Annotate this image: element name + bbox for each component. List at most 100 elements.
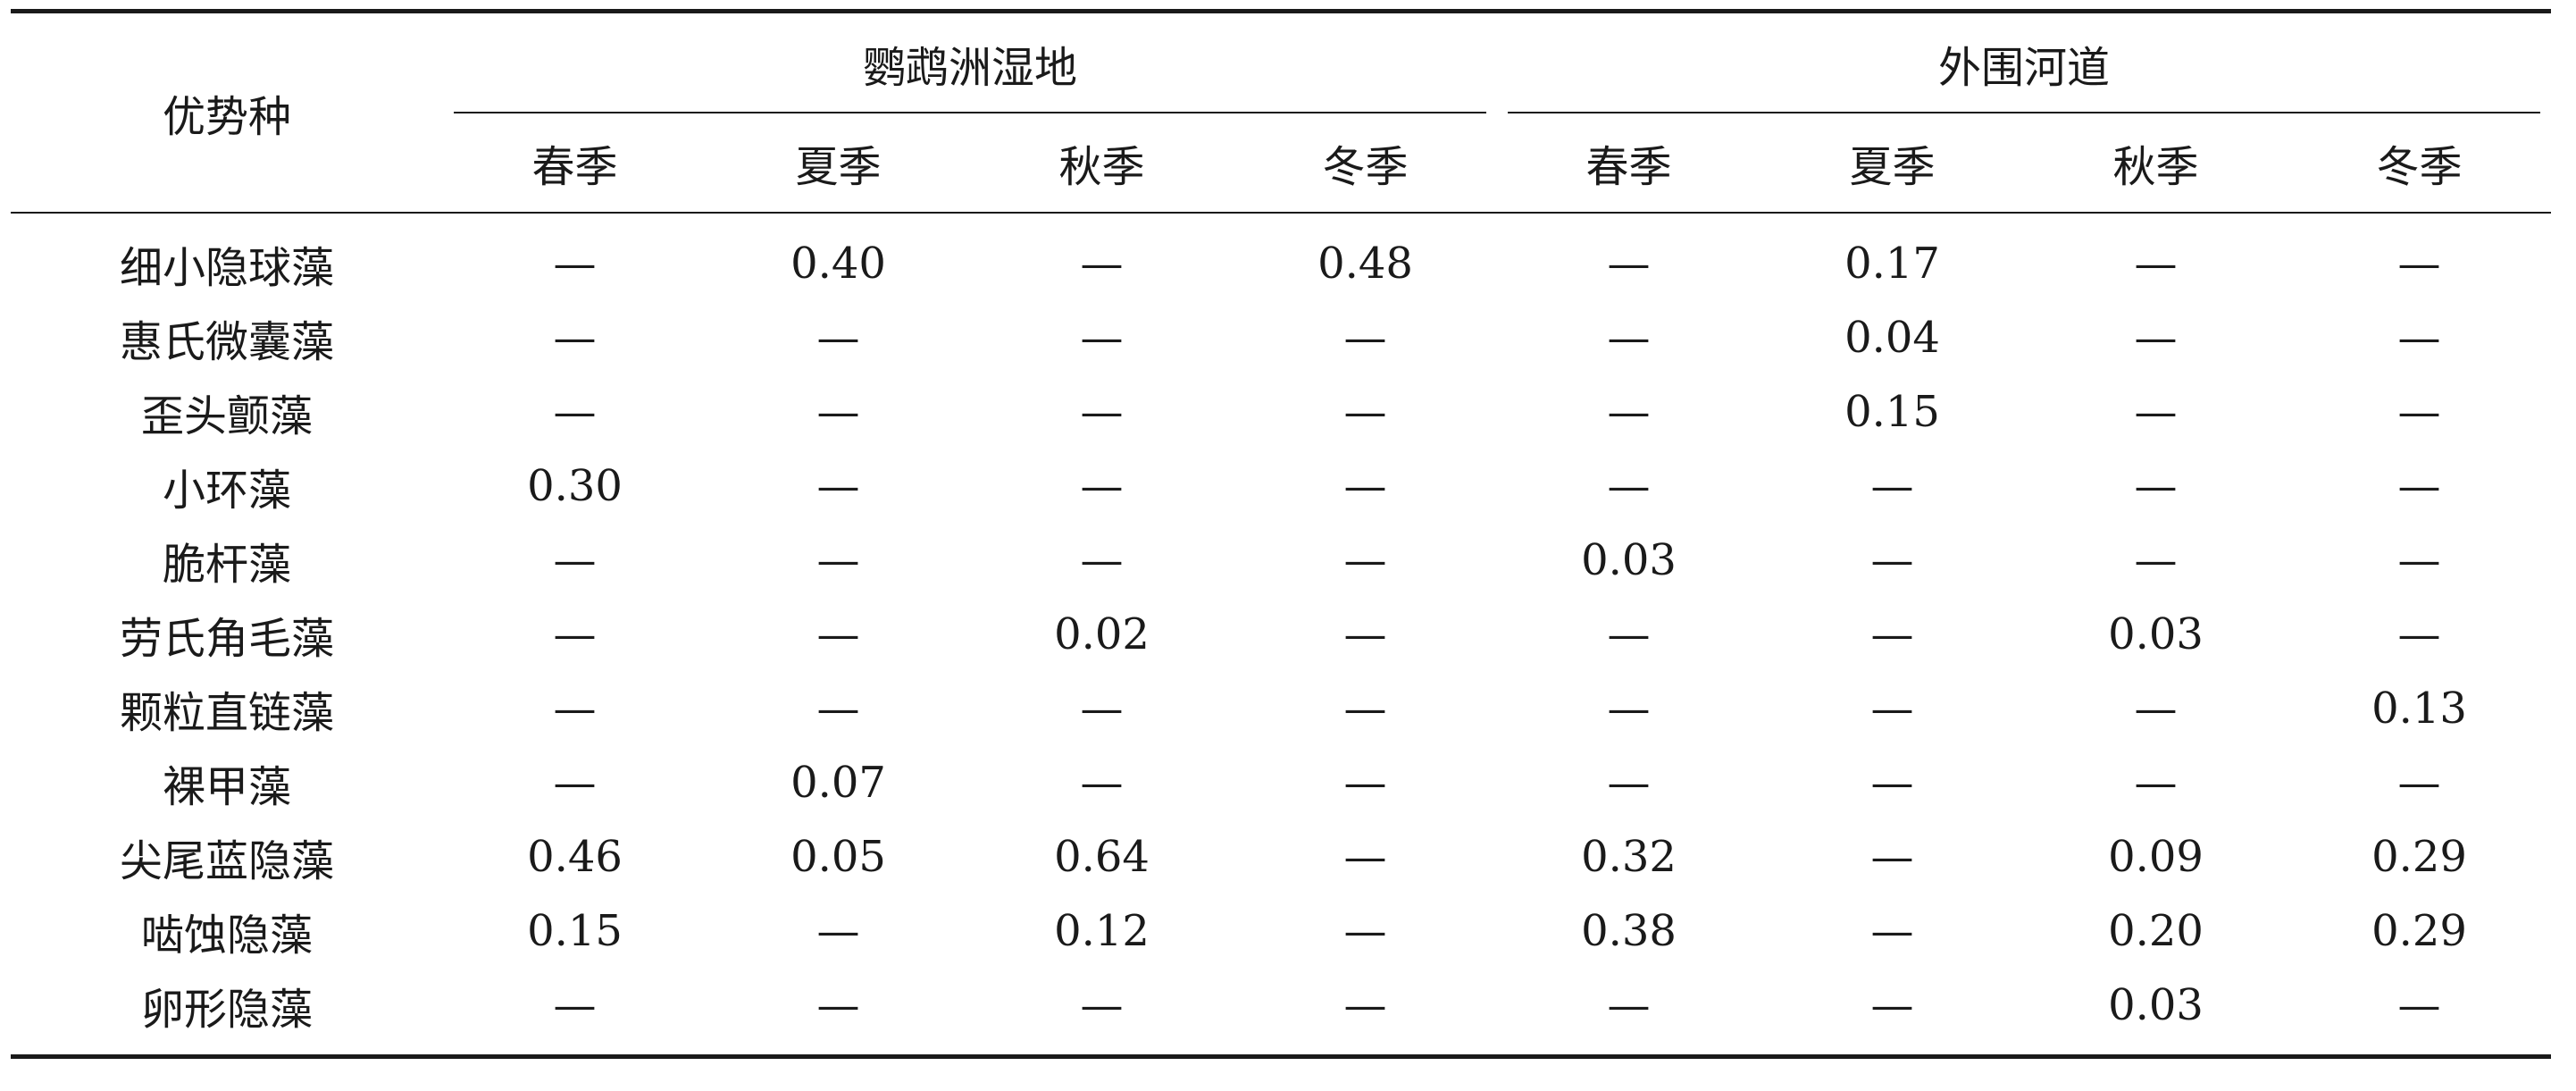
value-cell: — xyxy=(1870,534,1914,585)
value-cell: — xyxy=(1870,683,1914,734)
table-row: 细小隐球藻 — 0.40 — 0.48 — 0.17 — — xyxy=(11,226,2551,300)
season-header: 秋季 xyxy=(1058,142,1145,192)
value-cell: — xyxy=(553,312,597,363)
value-cell: — xyxy=(1080,979,1124,1030)
header-group-row: 优势种 鹦鹉洲湿地 外围河道 xyxy=(11,11,2552,142)
value-cell: — xyxy=(2397,238,2441,289)
value-cell: — xyxy=(1607,238,1651,289)
value-cell: 0.29 xyxy=(2371,905,2467,956)
value-cell: — xyxy=(1080,683,1124,734)
table-row: 啮蚀隐藻 0.15 — 0.12 — 0.38 — 0.20 0.29 xyxy=(11,894,2551,968)
value-cell: — xyxy=(1080,757,1124,808)
value-cell: — xyxy=(1607,460,1651,511)
table-row: 颗粒直链藻 — — — — — — — 0.13 xyxy=(11,671,2551,745)
season-header: 夏季 xyxy=(1849,142,1936,192)
value-cell: — xyxy=(1343,460,1387,511)
value-cell: — xyxy=(1343,312,1387,363)
value-cell: — xyxy=(816,683,860,734)
value-cell: — xyxy=(553,386,597,437)
season-header: 冬季 xyxy=(1322,142,1409,192)
value-cell: 0.17 xyxy=(1844,238,1940,289)
value-cell: — xyxy=(1080,460,1124,511)
species-name: 裸甲藻 xyxy=(162,761,291,812)
value-cell: — xyxy=(1343,905,1387,956)
species-name: 细小隐球藻 xyxy=(119,242,334,293)
value-cell: — xyxy=(1870,460,1914,511)
value-cell: 0.07 xyxy=(790,757,886,808)
value-cell: — xyxy=(2397,386,2441,437)
value-cell: — xyxy=(1870,905,1914,956)
value-cell: 0.48 xyxy=(1317,238,1413,289)
season-header: 秋季 xyxy=(2112,142,2199,192)
value-cell: 0.20 xyxy=(2108,905,2204,956)
header-species: 优势种 xyxy=(162,92,291,142)
value-cell: — xyxy=(2134,757,2178,808)
value-cell: 0.09 xyxy=(2108,831,2204,882)
value-cell: — xyxy=(1607,312,1651,363)
value-cell: — xyxy=(816,312,860,363)
value-cell: — xyxy=(553,534,597,585)
header-season-row: 春季 夏季 秋季 冬季 春季 夏季 秋季 冬季 xyxy=(11,113,2552,213)
value-cell: — xyxy=(2134,312,2178,363)
season-header: 春季 xyxy=(531,142,618,192)
table-row: 歪头颤藻 — — — — — 0.15 — — xyxy=(11,374,2551,449)
dominant-species-table: 优势种 鹦鹉洲湿地 外围河道 春季 夏季 秋季 冬季 春季 夏季 秋季 冬季 xyxy=(11,9,2552,1059)
value-cell: — xyxy=(1870,831,1914,882)
value-cell: — xyxy=(2134,683,2178,734)
group-header-river: 外围河道 xyxy=(1497,12,2551,113)
value-cell: — xyxy=(2397,979,2441,1030)
value-cell: — xyxy=(2397,608,2441,659)
value-cell: — xyxy=(1080,386,1124,437)
species-name: 颗粒直链藻 xyxy=(119,687,334,738)
species-name: 啮蚀隐藻 xyxy=(140,910,313,961)
value-cell: 0.03 xyxy=(2108,608,2204,659)
value-cell: — xyxy=(1607,683,1651,734)
species-name: 劳氏角毛藻 xyxy=(119,613,334,664)
value-cell: 0.12 xyxy=(1054,905,1150,956)
value-cell: 0.64 xyxy=(1054,831,1150,882)
group-underline xyxy=(1508,112,2541,113)
value-cell: — xyxy=(1343,683,1387,734)
value-cell: 0.15 xyxy=(527,905,623,956)
value-cell: 0.15 xyxy=(1844,386,1940,437)
value-cell: — xyxy=(2134,238,2178,289)
table-row: 脆杆藻 — — — — 0.03 — — — xyxy=(11,523,2551,597)
table-body: 细小隐球藻 — 0.40 — 0.48 — 0.17 — — 惠氏微囊藻 — — — — — 0.04 — — 歪头… xyxy=(11,213,2552,1057)
value-cell: — xyxy=(816,905,860,956)
value-cell: 0.04 xyxy=(1844,312,1940,363)
season-header: 春季 xyxy=(1585,142,1672,192)
value-cell: 0.46 xyxy=(527,831,623,882)
season-header: 夏季 xyxy=(795,142,882,192)
value-cell: — xyxy=(816,386,860,437)
value-cell: 0.13 xyxy=(2371,683,2467,734)
group-label: 外围河道 xyxy=(1938,43,2111,93)
value-cell: 0.03 xyxy=(1581,534,1677,585)
table-row: 劳氏角毛藻 — — 0.02 — — — 0.03 — xyxy=(11,597,2551,671)
value-cell: 0.30 xyxy=(527,460,623,511)
season-header: 冬季 xyxy=(2376,142,2463,192)
value-cell: — xyxy=(1080,312,1124,363)
value-cell: — xyxy=(1607,386,1651,437)
value-cell: — xyxy=(2134,534,2178,585)
value-cell: 0.02 xyxy=(1054,608,1150,659)
species-name: 歪头颤藻 xyxy=(140,390,313,441)
value-cell: 0.05 xyxy=(790,831,886,882)
value-cell: — xyxy=(1870,608,1914,659)
value-cell: — xyxy=(816,534,860,585)
value-cell: — xyxy=(1343,608,1387,659)
group-label: 鹦鹉洲湿地 xyxy=(863,43,1078,93)
table-row: 惠氏微囊藻 — — — — — 0.04 — — xyxy=(11,300,2551,374)
value-cell: 0.40 xyxy=(790,238,886,289)
value-cell: — xyxy=(553,757,597,808)
value-cell: — xyxy=(1343,831,1387,882)
value-cell: — xyxy=(553,979,597,1030)
species-name: 尖尾蓝隐藻 xyxy=(119,835,334,886)
table-row: 尖尾蓝隐藻 0.46 0.05 0.64 — 0.32 — 0.09 0.29 xyxy=(11,819,2551,894)
group-header-wetland: 鹦鹉洲湿地 xyxy=(443,12,1497,113)
species-name: 惠氏微囊藻 xyxy=(119,316,334,367)
value-cell: — xyxy=(1343,386,1387,437)
value-cell: — xyxy=(2134,460,2178,511)
value-cell: — xyxy=(2397,460,2441,511)
value-cell: — xyxy=(1607,757,1651,808)
